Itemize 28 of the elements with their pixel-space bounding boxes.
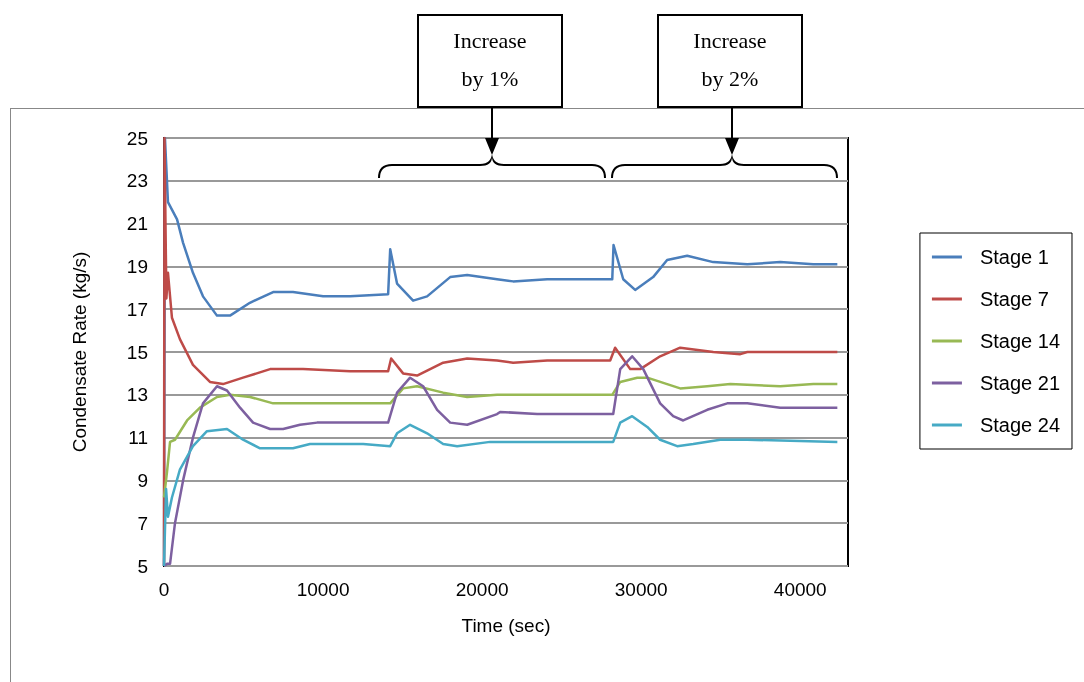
legend-label: Stage 21 — [979, 372, 1061, 394]
x-axis-title: Time (sec) — [461, 615, 551, 636]
text: Increase by 2% — [657, 14, 803, 108]
y-tick-label: 25 — [126, 127, 148, 149]
line-series — [162, 376, 839, 499]
x-tick-label: 40000 — [773, 579, 827, 600]
y-tick-label: 7 — [137, 512, 148, 534]
line-series — [162, 414, 839, 568]
y-tick-label: 19 — [126, 255, 148, 277]
y-tick-label: 15 — [126, 341, 148, 363]
legend-label: Stage 14 — [979, 330, 1061, 352]
y-tick-label: 17 — [126, 298, 148, 320]
y-tick-label: 9 — [137, 469, 148, 491]
x-tick-label: 30000 — [614, 579, 668, 600]
legend-label: Stage 24 — [979, 414, 1061, 436]
legend-label: Stage 7 — [979, 288, 1049, 310]
x-tick-label: 10000 — [296, 579, 350, 600]
line-series — [162, 355, 839, 568]
y-tick-label: 11 — [128, 427, 148, 449]
y-tick-label: 13 — [126, 384, 148, 406]
legend-label: Stage 1 — [979, 246, 1049, 268]
y-tick-label: 23 — [126, 170, 148, 192]
y-tick-label: 21 — [126, 213, 148, 235]
y-tick-label: 5 — [137, 555, 148, 577]
y-axis-title: Condensate Rate (kg/s) — [69, 251, 90, 453]
text: Increase by 1% — [417, 14, 563, 108]
x-tick-label: 20000 — [455, 579, 509, 600]
x-tick-label: 0 — [158, 579, 170, 600]
